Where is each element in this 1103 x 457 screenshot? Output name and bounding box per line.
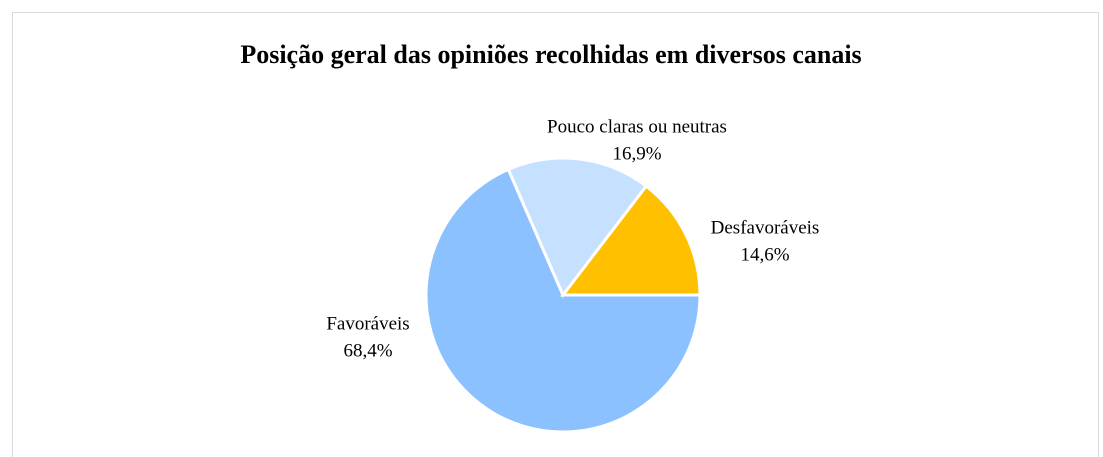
slice-label: Favoráveis (326, 313, 409, 334)
pie-slice (559, 184, 702, 297)
pie-slice (506, 156, 649, 298)
chart-title: Posição geral das opiniões recolhidas em… (240, 40, 861, 69)
pie-slice (424, 167, 702, 434)
slice-value-label: 14,6% (740, 244, 789, 265)
slice-label: Desfavoráveis (711, 217, 820, 238)
slice-value-label: 68,4% (343, 340, 392, 361)
slice-label: Pouco claras ou neutras (547, 116, 727, 137)
slice-value-label: 16,9% (612, 143, 661, 164)
